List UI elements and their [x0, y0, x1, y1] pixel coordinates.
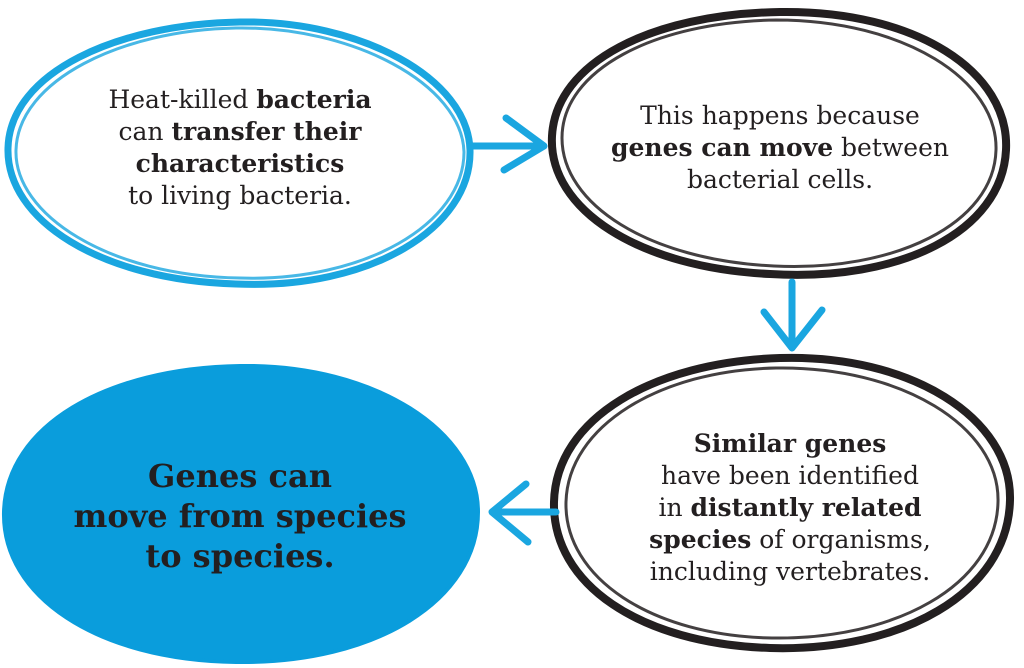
text-run: including vertebrates.	[649, 557, 931, 586]
arrow-genes-move-to-similar-genes	[760, 278, 826, 352]
node-heat-killed-shape	[4, 18, 474, 288]
text-line: including vertebrates.	[590, 556, 990, 588]
node-genes-move-shape	[547, 7, 1011, 279]
bold-text-run: species	[649, 525, 752, 554]
bold-text-run: genes can move	[611, 133, 834, 162]
text-run: This happens because	[640, 101, 920, 130]
text-line: have been identified	[590, 460, 990, 492]
node-heat-killed-text: Heat-killed bacteria can transfer their ch…	[60, 84, 420, 212]
text-line: can transfer their	[60, 116, 420, 148]
text-line: genes can move between	[560, 132, 1000, 164]
text-line: Genes can	[20, 456, 460, 496]
bold-text-run: move from species	[73, 497, 407, 535]
text-line: species of organisms,	[590, 524, 990, 556]
node-similar-genes-shape	[549, 353, 1015, 653]
text-line: to species.	[20, 536, 460, 576]
text-run: bacterial cells.	[686, 165, 874, 194]
node-similar-genes-text: Similar genes have been identified in dist…	[590, 428, 990, 588]
bold-text-run: bacteria	[256, 85, 372, 114]
node-conclusion-text: Genes can move from species to species.	[20, 456, 460, 576]
bold-text-run: Similar genes	[693, 429, 887, 458]
text-line: to living bacteria.	[60, 180, 420, 212]
bold-text-run: Genes can	[148, 457, 332, 495]
text-run: Heat-killed	[108, 85, 257, 114]
text-run: have been identified	[661, 461, 919, 490]
arrow-heat-killed-to-genes-move	[466, 114, 548, 174]
bold-text-run: characteristics	[135, 149, 345, 178]
bold-text-run: transfer their	[171, 117, 362, 146]
text-run: between	[833, 133, 949, 162]
arrow-similar-genes-to-conclusion	[488, 480, 560, 546]
bold-text-run: distantly related	[690, 493, 922, 522]
text-line: This happens because	[560, 100, 1000, 132]
text-run: of organisms,	[751, 525, 931, 554]
bold-text-run: to species.	[145, 537, 335, 575]
text-line: Similar genes	[590, 428, 990, 460]
text-run: can	[118, 117, 172, 146]
text-run: in	[658, 493, 691, 522]
text-line: in distantly related	[590, 492, 990, 524]
node-genes-move-text: This happens because genes can move betwe…	[560, 100, 1000, 196]
text-line: move from species	[20, 496, 460, 536]
text-line: characteristics	[60, 148, 420, 180]
text-run: to living bacteria.	[128, 181, 352, 210]
text-line: bacterial cells.	[560, 164, 1000, 196]
text-line: Heat-killed bacteria	[60, 84, 420, 116]
node-conclusion-shape	[1, 363, 481, 665]
